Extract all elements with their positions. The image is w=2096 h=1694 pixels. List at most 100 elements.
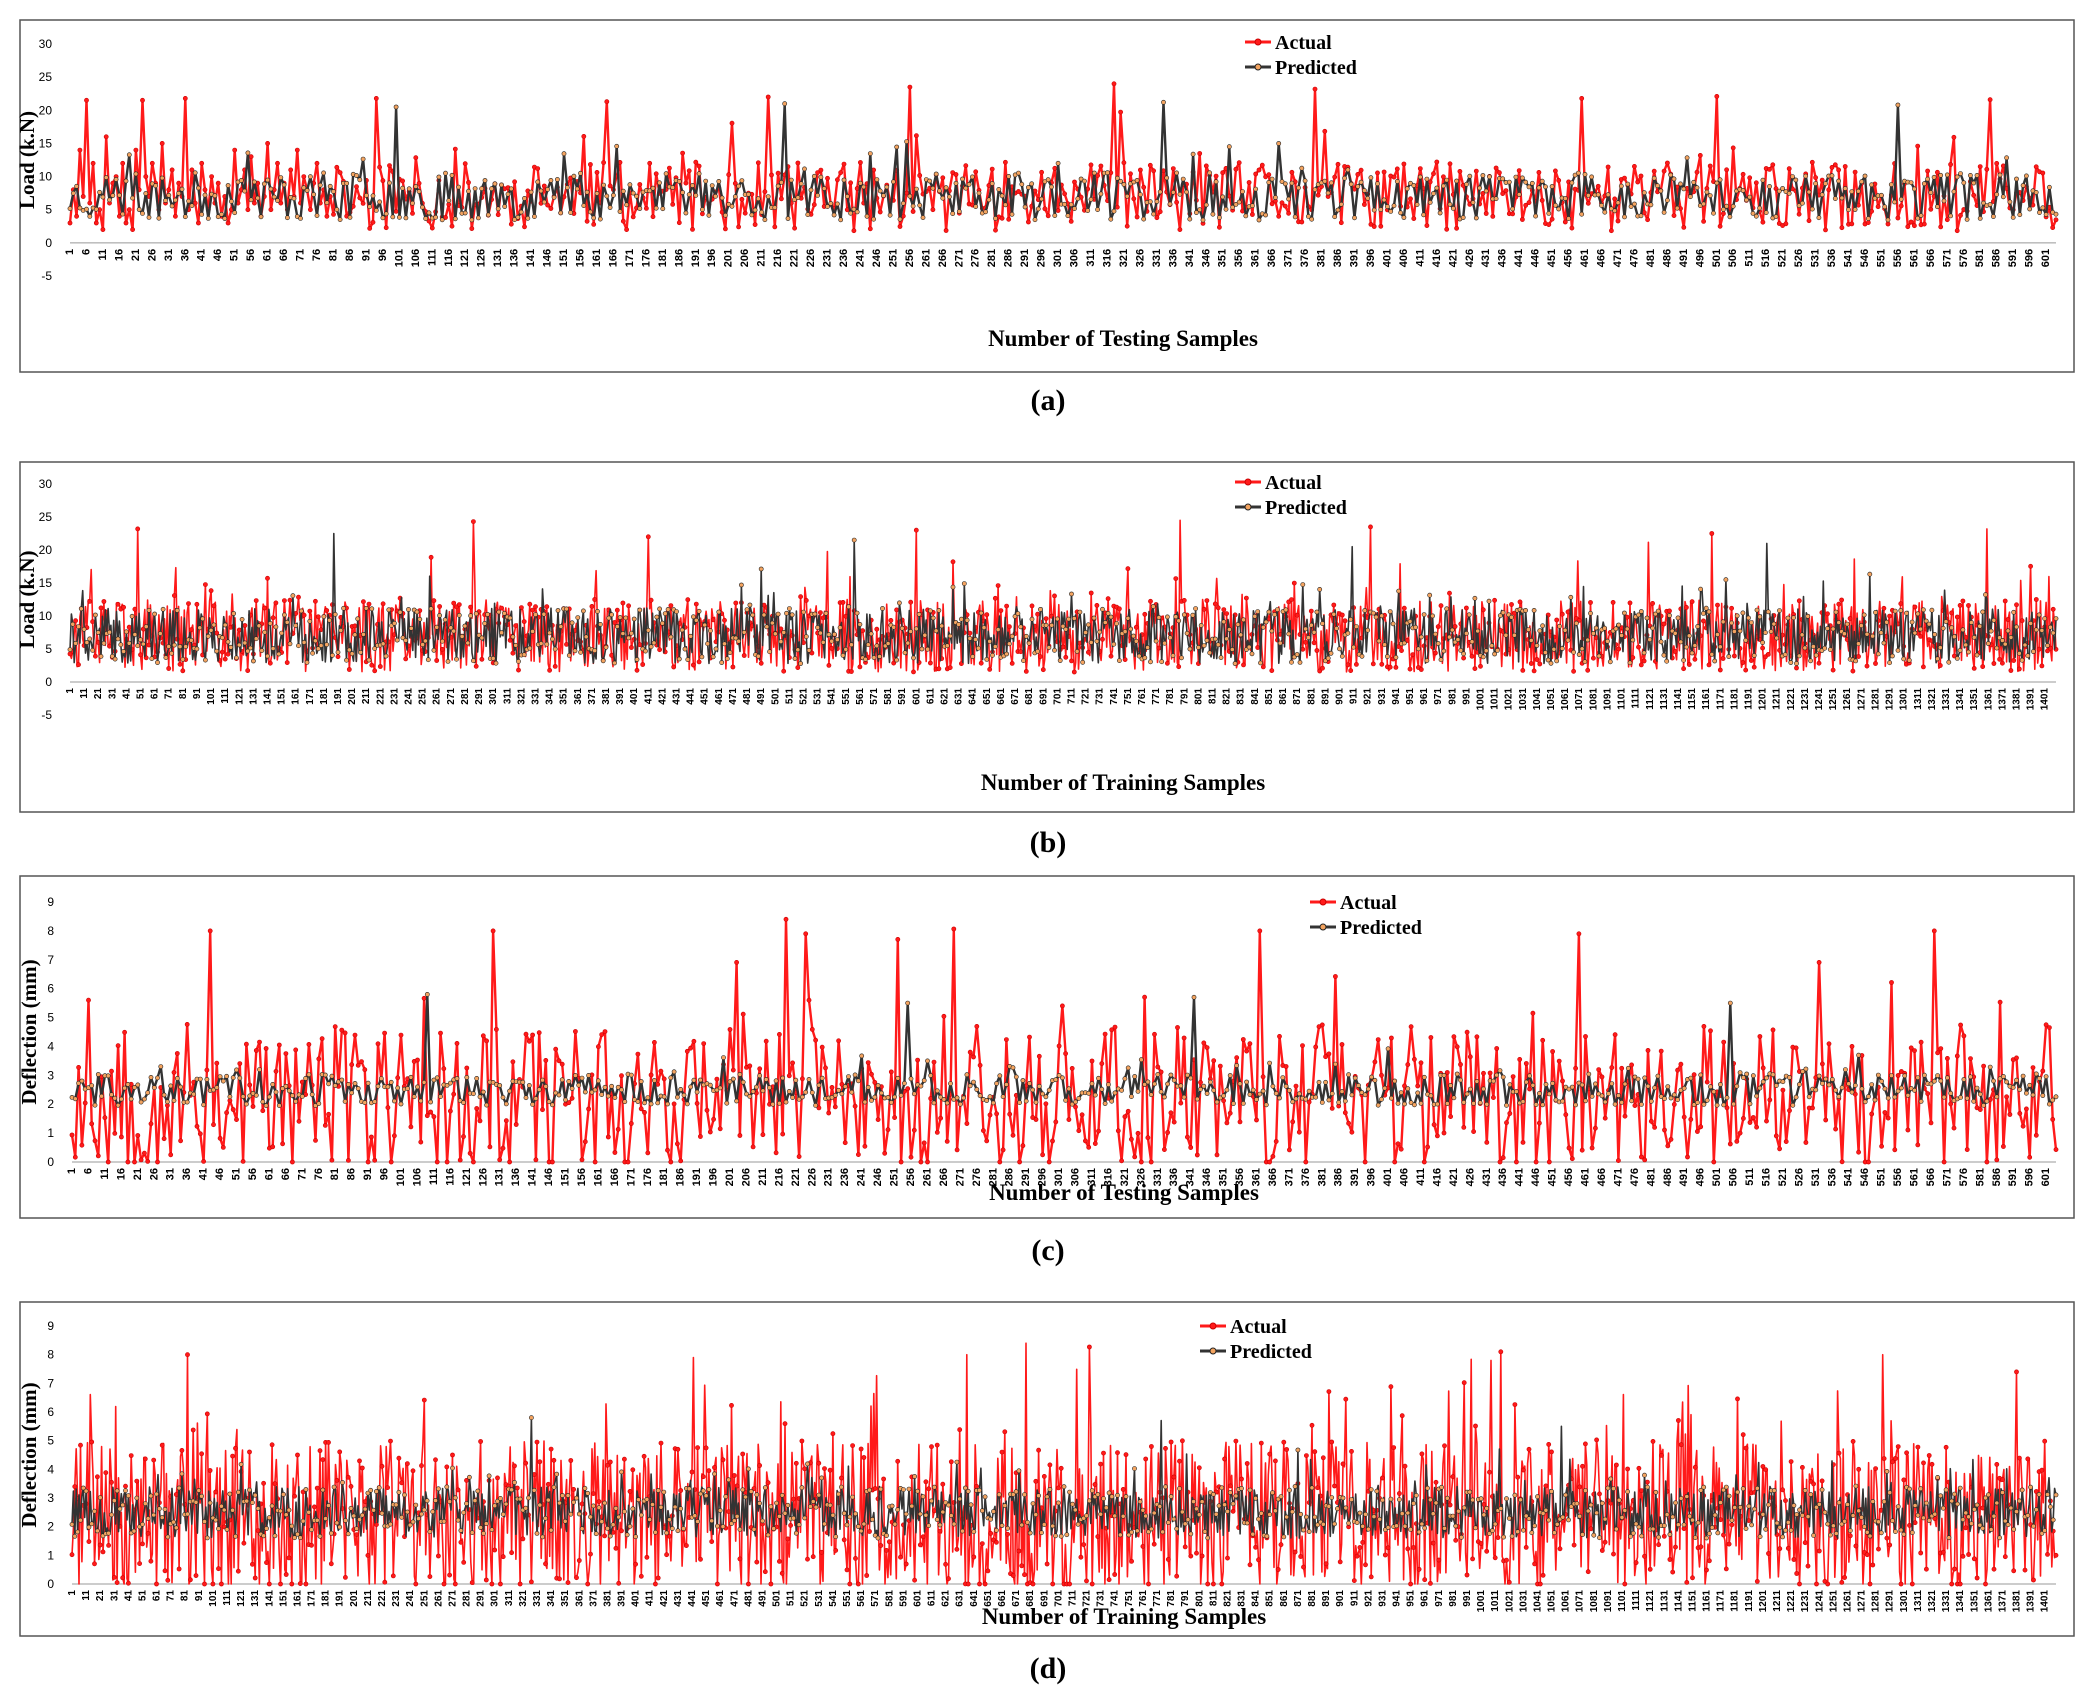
x-tick-label: 61 — [262, 249, 274, 261]
data-point-actual — [379, 1463, 385, 1469]
data-point-actual — [92, 1138, 98, 1144]
data-point-predicted — [1695, 1100, 1700, 1105]
data-point-actual — [1732, 653, 1737, 659]
data-point-actual — [638, 1573, 644, 1579]
data-point-predicted — [575, 615, 581, 620]
data-point-predicted — [1455, 637, 1461, 642]
data-point-predicted — [727, 1079, 733, 1085]
data-point-actual — [1773, 186, 1779, 192]
data-point-predicted — [1940, 625, 1946, 631]
x-tick-label: 301 — [1053, 1168, 1065, 1186]
x-tick-label: 801 — [1194, 1590, 1205, 1607]
data-point-predicted — [1569, 1084, 1575, 1090]
data-point-actual — [1698, 1124, 1704, 1130]
data-point-predicted — [1732, 629, 1737, 634]
data-point-actual — [838, 170, 844, 175]
data-point-predicted — [888, 1100, 894, 1105]
data-point-predicted — [1923, 618, 1929, 624]
data-point-actual — [2001, 1144, 2006, 1149]
data-point-predicted — [1066, 1086, 1072, 1092]
data-point-actual — [1282, 203, 1288, 209]
data-point-predicted — [475, 215, 481, 221]
data-point-predicted — [551, 194, 557, 200]
data-point-actual — [1717, 667, 1723, 673]
data-point-predicted — [746, 191, 751, 197]
data-point-actual — [148, 1121, 154, 1127]
data-point-actual — [1895, 215, 1901, 221]
data-point-actual — [1480, 190, 1486, 196]
data-point-actual — [1237, 1119, 1243, 1125]
data-point-actual — [1118, 109, 1123, 115]
data-point-actual — [1141, 184, 1147, 190]
data-point-actual — [1005, 1531, 1010, 1537]
data-point-actual — [695, 1445, 700, 1451]
data-point-actual — [520, 1536, 526, 1542]
data-point-actual — [447, 1108, 453, 1114]
data-point-actual — [78, 1442, 83, 1448]
data-point-actual — [650, 214, 656, 220]
data-point-actual — [1826, 1041, 1832, 1047]
y-tick-label: 25 — [39, 70, 53, 84]
x-tick-label: 336 — [1167, 249, 1179, 267]
x-tick-label: 46 — [214, 1168, 226, 1180]
data-point-actual — [1724, 1105, 1730, 1111]
data-point-actual — [1980, 664, 1986, 669]
data-point-actual — [1276, 213, 1282, 219]
data-point-actual — [1092, 1482, 1098, 1487]
data-point-actual — [1303, 639, 1308, 645]
data-point-predicted — [1418, 634, 1424, 640]
data-point-predicted — [1416, 646, 1421, 652]
data-point-predicted — [987, 1094, 993, 1100]
data-point-actual — [92, 1561, 97, 1567]
data-point-actual — [1339, 612, 1345, 618]
data-point-predicted — [242, 640, 248, 646]
x-tick-label: 471 — [1612, 1168, 1624, 1186]
data-point-predicted — [171, 1098, 177, 1103]
data-point-actual — [1495, 1535, 1501, 1540]
data-point-predicted — [1124, 193, 1130, 199]
data-point-predicted — [270, 646, 276, 651]
data-point-predicted — [352, 1081, 358, 1086]
x-tick-label: 146 — [543, 1168, 555, 1186]
data-point-predicted — [161, 1092, 167, 1098]
data-point-actual — [1397, 1491, 1402, 1496]
x-tick-label: 571 — [869, 688, 880, 705]
data-point-predicted — [1184, 630, 1190, 636]
data-point-predicted — [115, 1102, 121, 1108]
data-point-actual — [204, 1411, 210, 1417]
data-point-actual — [1430, 1540, 1436, 1546]
data-point-actual — [76, 1065, 81, 1070]
data-point-predicted — [1647, 637, 1653, 642]
data-point-predicted — [1822, 645, 1828, 651]
data-point-actual — [698, 1556, 703, 1562]
data-point-predicted — [925, 1058, 930, 1064]
data-point-predicted — [2036, 612, 2042, 618]
data-point-actual — [704, 1107, 710, 1113]
x-tick-label: 631 — [954, 688, 965, 705]
data-point-actual — [645, 1150, 651, 1156]
data-point-actual — [464, 1065, 470, 1071]
data-point-predicted — [1023, 633, 1029, 639]
data-point-predicted — [1846, 207, 1851, 213]
data-point-actual — [209, 174, 214, 179]
data-point-predicted — [1887, 660, 1892, 666]
data-point-predicted — [452, 216, 458, 222]
data-point-predicted — [1671, 1092, 1677, 1098]
data-point-predicted — [406, 607, 411, 612]
data-point-predicted — [528, 189, 534, 195]
x-tick-label: 1131 — [1659, 1590, 1670, 1612]
x-tick-label: 631 — [955, 1590, 966, 1607]
data-point-predicted — [84, 206, 89, 212]
data-point-actual — [431, 598, 437, 604]
x-tick-label: 911 — [1349, 688, 1360, 705]
data-point-predicted — [843, 647, 849, 652]
data-point-predicted — [1707, 193, 1713, 198]
data-point-actual — [273, 1068, 279, 1074]
data-point-predicted — [647, 188, 653, 194]
data-point-predicted — [950, 584, 956, 590]
data-point-predicted — [1638, 213, 1644, 219]
data-point-actual — [1469, 653, 1475, 659]
data-point-predicted — [686, 192, 692, 197]
data-point-predicted — [1576, 652, 1582, 657]
data-point-predicted — [1576, 170, 1581, 176]
